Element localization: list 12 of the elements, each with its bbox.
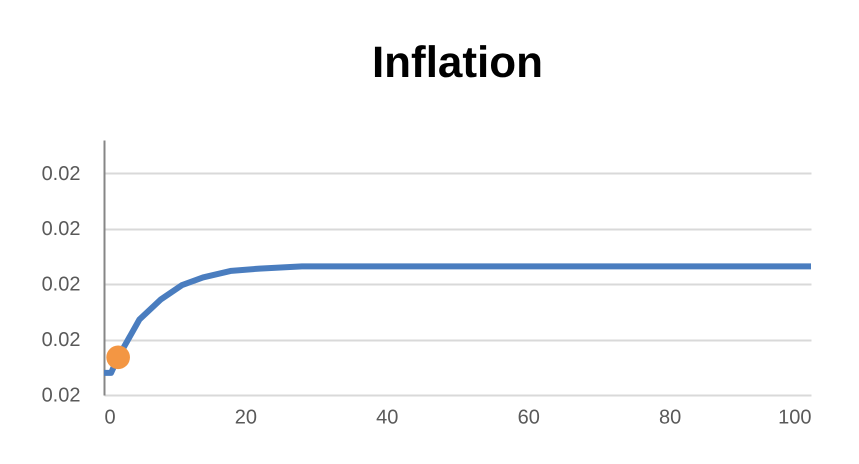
x-tick-label: 100 (778, 406, 812, 428)
x-tick-label: 40 (376, 406, 398, 428)
y-tick-label: 0.02 (42, 218, 80, 240)
x-tick-label: 20 (234, 406, 258, 428)
x-tick-label: 60 (518, 406, 540, 428)
y-tick-label: 0.02 (42, 274, 80, 296)
x-tick-label: 0 (104, 406, 116, 428)
x-tick-label: 80 (658, 406, 682, 428)
y-tick-label: 0.02 (42, 384, 80, 406)
y-tick-label: 0.02 (42, 329, 80, 352)
chart-title: Inflation (372, 38, 544, 87)
y-tick-label: 0.02 (42, 162, 80, 185)
